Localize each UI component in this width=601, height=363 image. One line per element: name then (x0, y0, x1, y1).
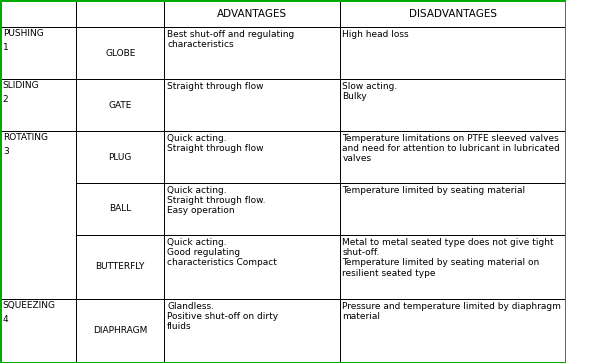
Text: High head loss: High head loss (343, 30, 409, 38)
Text: Temperature limited by seating material: Temperature limited by seating material (343, 185, 526, 195)
Text: DISADVANTAGES: DISADVANTAGES (409, 9, 497, 19)
Text: Best shut-off and regulating
characteristics: Best shut-off and regulating characteris… (167, 30, 294, 49)
Text: 2: 2 (3, 95, 8, 105)
Bar (340, 235, 566, 299)
Bar (0, 299, 76, 363)
Bar (164, 79, 340, 131)
Text: Quick acting.
Straight through flow.
Easy operation: Quick acting. Straight through flow. Eas… (167, 185, 266, 215)
Text: PUSHING: PUSHING (3, 29, 44, 38)
Bar (340, 0, 566, 27)
Bar (340, 131, 566, 183)
Bar (0, 0, 76, 27)
Text: BALL: BALL (109, 204, 132, 213)
Text: SQUEEZING: SQUEEZING (3, 301, 56, 310)
Bar (76, 79, 164, 131)
Bar (164, 299, 340, 363)
Bar (340, 183, 566, 235)
Text: Temperature limitations on PTFE sleeved valves
and need for attention to lubrica: Temperature limitations on PTFE sleeved … (343, 134, 560, 163)
Text: Quick acting.
Straight through flow: Quick acting. Straight through flow (167, 134, 263, 153)
Bar (76, 0, 164, 27)
Bar (164, 27, 340, 79)
Bar (76, 299, 164, 363)
Bar (0, 131, 76, 299)
Text: Slow acting.
Bulky: Slow acting. Bulky (343, 82, 398, 101)
Text: ADVANTAGES: ADVANTAGES (217, 9, 287, 19)
Text: Metal to metal seated type does not give tight
shut-off.
Temperature limited by : Metal to metal seated type does not give… (343, 237, 554, 278)
Text: BUTTERFLY: BUTTERFLY (96, 262, 145, 272)
Bar (76, 27, 164, 79)
Bar (164, 131, 340, 183)
Text: Quick acting.
Good regulating
characteristics Compact: Quick acting. Good regulating characteri… (167, 237, 277, 267)
Bar (340, 79, 566, 131)
Bar (340, 299, 566, 363)
Bar (164, 235, 340, 299)
Text: Pressure and temperature limited by diaphragm
material: Pressure and temperature limited by diap… (343, 302, 561, 321)
Text: GLOBE: GLOBE (105, 49, 135, 58)
Text: ROTATING: ROTATING (3, 133, 48, 142)
Text: Straight through flow: Straight through flow (167, 82, 263, 91)
Bar (76, 235, 164, 299)
Bar (76, 183, 164, 235)
Text: PLUG: PLUG (109, 152, 132, 162)
Bar (76, 131, 164, 183)
Text: SLIDING: SLIDING (3, 81, 40, 90)
Text: GATE: GATE (109, 101, 132, 110)
Bar (0, 27, 76, 79)
Bar (340, 27, 566, 79)
Bar (0, 79, 76, 131)
Text: DIAPHRAGM: DIAPHRAGM (93, 326, 147, 335)
Text: 1: 1 (3, 44, 8, 52)
Bar (164, 183, 340, 235)
Text: 3: 3 (3, 147, 8, 156)
Bar (164, 0, 340, 27)
Text: Glandless.
Positive shut-off on dirty
fluids: Glandless. Positive shut-off on dirty fl… (167, 302, 278, 331)
Text: 4: 4 (3, 315, 8, 324)
